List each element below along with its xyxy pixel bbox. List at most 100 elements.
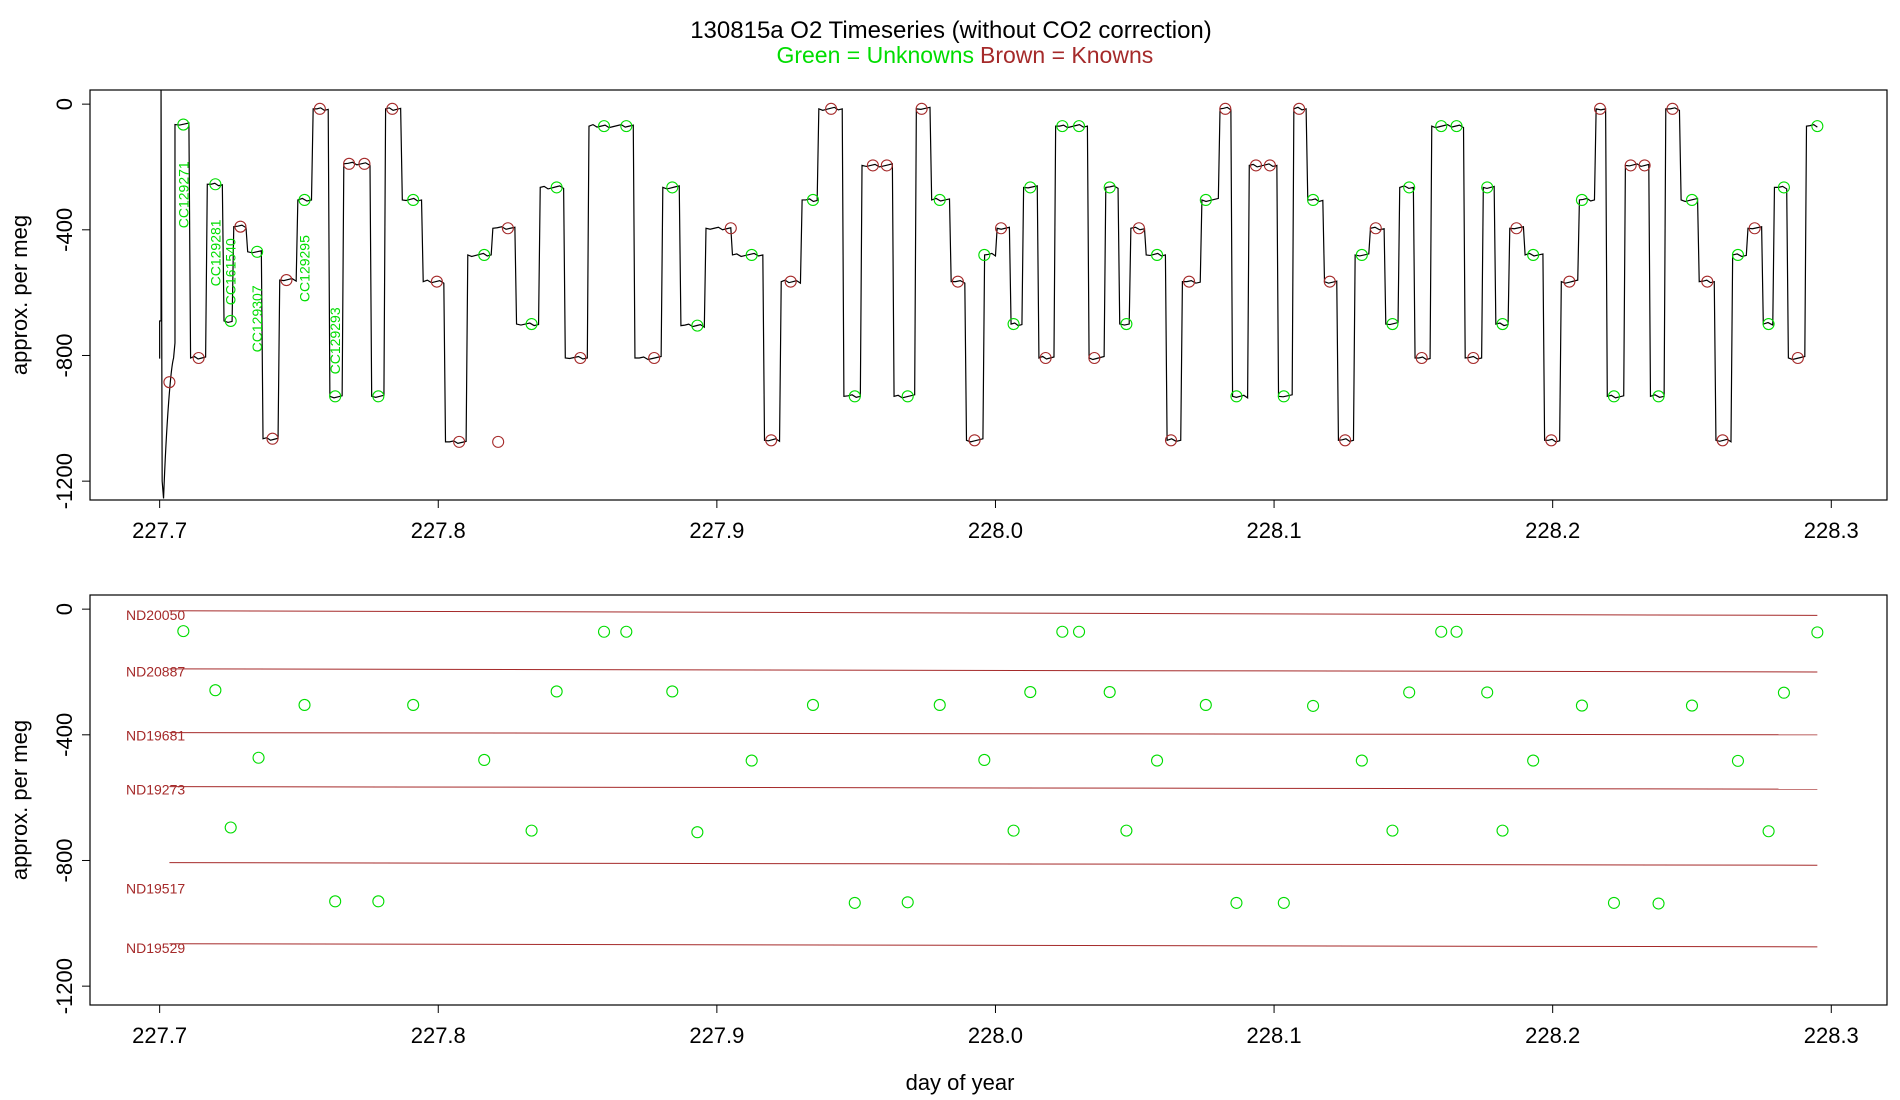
unknown-point [691, 826, 704, 839]
bottom-x-tick-label: 228.0 [968, 1023, 1023, 1048]
known-point [915, 102, 928, 115]
unknown-point [298, 698, 311, 712]
unknown-point [224, 314, 237, 327]
top-x-tick-label: 228.2 [1525, 518, 1580, 543]
bottom-plot-frame [89, 594, 1888, 1006]
unknown-sample-label: CC129293 [327, 307, 343, 374]
known-point [1701, 275, 1714, 288]
bottom-standard-labels: ND20050 ND20887 ND19681 ND19273 ND19517 ND195… [126, 607, 185, 956]
known-point [1545, 434, 1558, 447]
known-point [1039, 351, 1052, 365]
unknown-point [478, 248, 491, 261]
unknown-point [1307, 699, 1320, 712]
top-x-tick-label: 227.9 [689, 518, 744, 543]
known-point [1263, 159, 1276, 172]
standard-line [169, 732, 1818, 736]
known-point [192, 351, 205, 365]
standard-label: ND19529 [126, 940, 185, 956]
bottom-x-tick-label: 227.8 [411, 1023, 466, 1048]
top-y-tick-label: -1200 [52, 453, 77, 509]
unknown-point [1072, 625, 1086, 638]
unknown-point [1652, 897, 1665, 910]
top-x-tick-label: 227.7 [132, 518, 187, 543]
unknown-point [1811, 120, 1824, 133]
unknown-point [1762, 825, 1775, 838]
known-point [1638, 159, 1651, 172]
known-point [1510, 222, 1523, 235]
unknown-point [1607, 896, 1621, 909]
unknown-point [1481, 181, 1494, 194]
known-point [1249, 159, 1263, 172]
unknown-point [372, 390, 385, 403]
unknown-point [1762, 318, 1775, 331]
unknown-point [1450, 120, 1463, 133]
top-y-tick-label: 0 [52, 98, 77, 110]
unknown-point [1072, 120, 1086, 133]
standard-line [169, 668, 1818, 673]
standard-line [169, 610, 1818, 616]
bottom-standard-lines [169, 610, 1818, 948]
bottom-y-tick-label: -800 [52, 838, 77, 882]
known-point [358, 157, 371, 170]
unknown-point [1527, 248, 1540, 261]
unknown-point [550, 181, 563, 194]
standard-label: ND19517 [126, 880, 185, 896]
unknown-point [1811, 626, 1824, 639]
top-plot-frame [89, 89, 1888, 501]
unknown-point [224, 821, 237, 834]
standard-line [169, 786, 1818, 790]
standard-line [169, 862, 1818, 866]
unknown-point [1024, 686, 1037, 699]
top-known-points [163, 102, 1804, 448]
bottom-y-axis-label: approx. per meg [7, 720, 32, 880]
known-point [784, 275, 797, 288]
known-point [1164, 434, 1178, 447]
known-point [266, 432, 279, 445]
known-point [1563, 275, 1576, 288]
unknown-point [407, 193, 420, 207]
unknown-point [1731, 248, 1744, 261]
standard-label: ND19681 [126, 727, 185, 743]
unknown-point [1277, 390, 1290, 403]
unknown-sample-label: CC129295 [297, 235, 313, 302]
known-point [951, 275, 964, 288]
standard-label: ND20887 [126, 664, 185, 680]
unknown-sample-label: CC129307 [249, 285, 265, 352]
unknown-point [597, 120, 611, 133]
unknown-point [1731, 754, 1744, 767]
unknown-point [478, 753, 491, 766]
unknown-point [1386, 318, 1399, 331]
unknown-point [666, 181, 679, 194]
unknown-point [177, 625, 190, 638]
unknown-point [978, 753, 991, 766]
unknown-point [691, 319, 704, 332]
known-point [1088, 351, 1101, 365]
unknown-point [1103, 686, 1116, 699]
unknown-point [1450, 625, 1463, 638]
chart-title: 130815a O2 Timeseries (without CO2 corre… [690, 17, 1212, 44]
unknown-point [1527, 754, 1540, 767]
standard-label: ND19273 [126, 782, 185, 798]
known-point [1339, 434, 1352, 447]
unknown-point [1777, 181, 1790, 194]
unknown-point [1151, 754, 1164, 767]
top-x-tick-label: 228.3 [1804, 518, 1859, 543]
unknown-point [1199, 698, 1212, 712]
standard-line [169, 943, 1818, 948]
known-point [648, 351, 661, 365]
unknown-point [1056, 120, 1069, 133]
known-point [343, 157, 356, 170]
unknown-point [620, 120, 633, 133]
unknown-point [1355, 248, 1368, 261]
unknown-point [1056, 625, 1069, 638]
unknown-point [298, 193, 311, 207]
unknown-point [1777, 686, 1790, 699]
unknown-point [1120, 318, 1133, 331]
bottom-y-tick-label: -1200 [52, 958, 77, 1014]
known-point [163, 376, 176, 389]
unknown-point [1403, 686, 1416, 699]
bottom-x-tick-label: 228.2 [1525, 1023, 1580, 1048]
known-point [1666, 102, 1679, 115]
known-point [880, 159, 893, 172]
legend-unknowns: Green = Unknowns [776, 42, 974, 68]
